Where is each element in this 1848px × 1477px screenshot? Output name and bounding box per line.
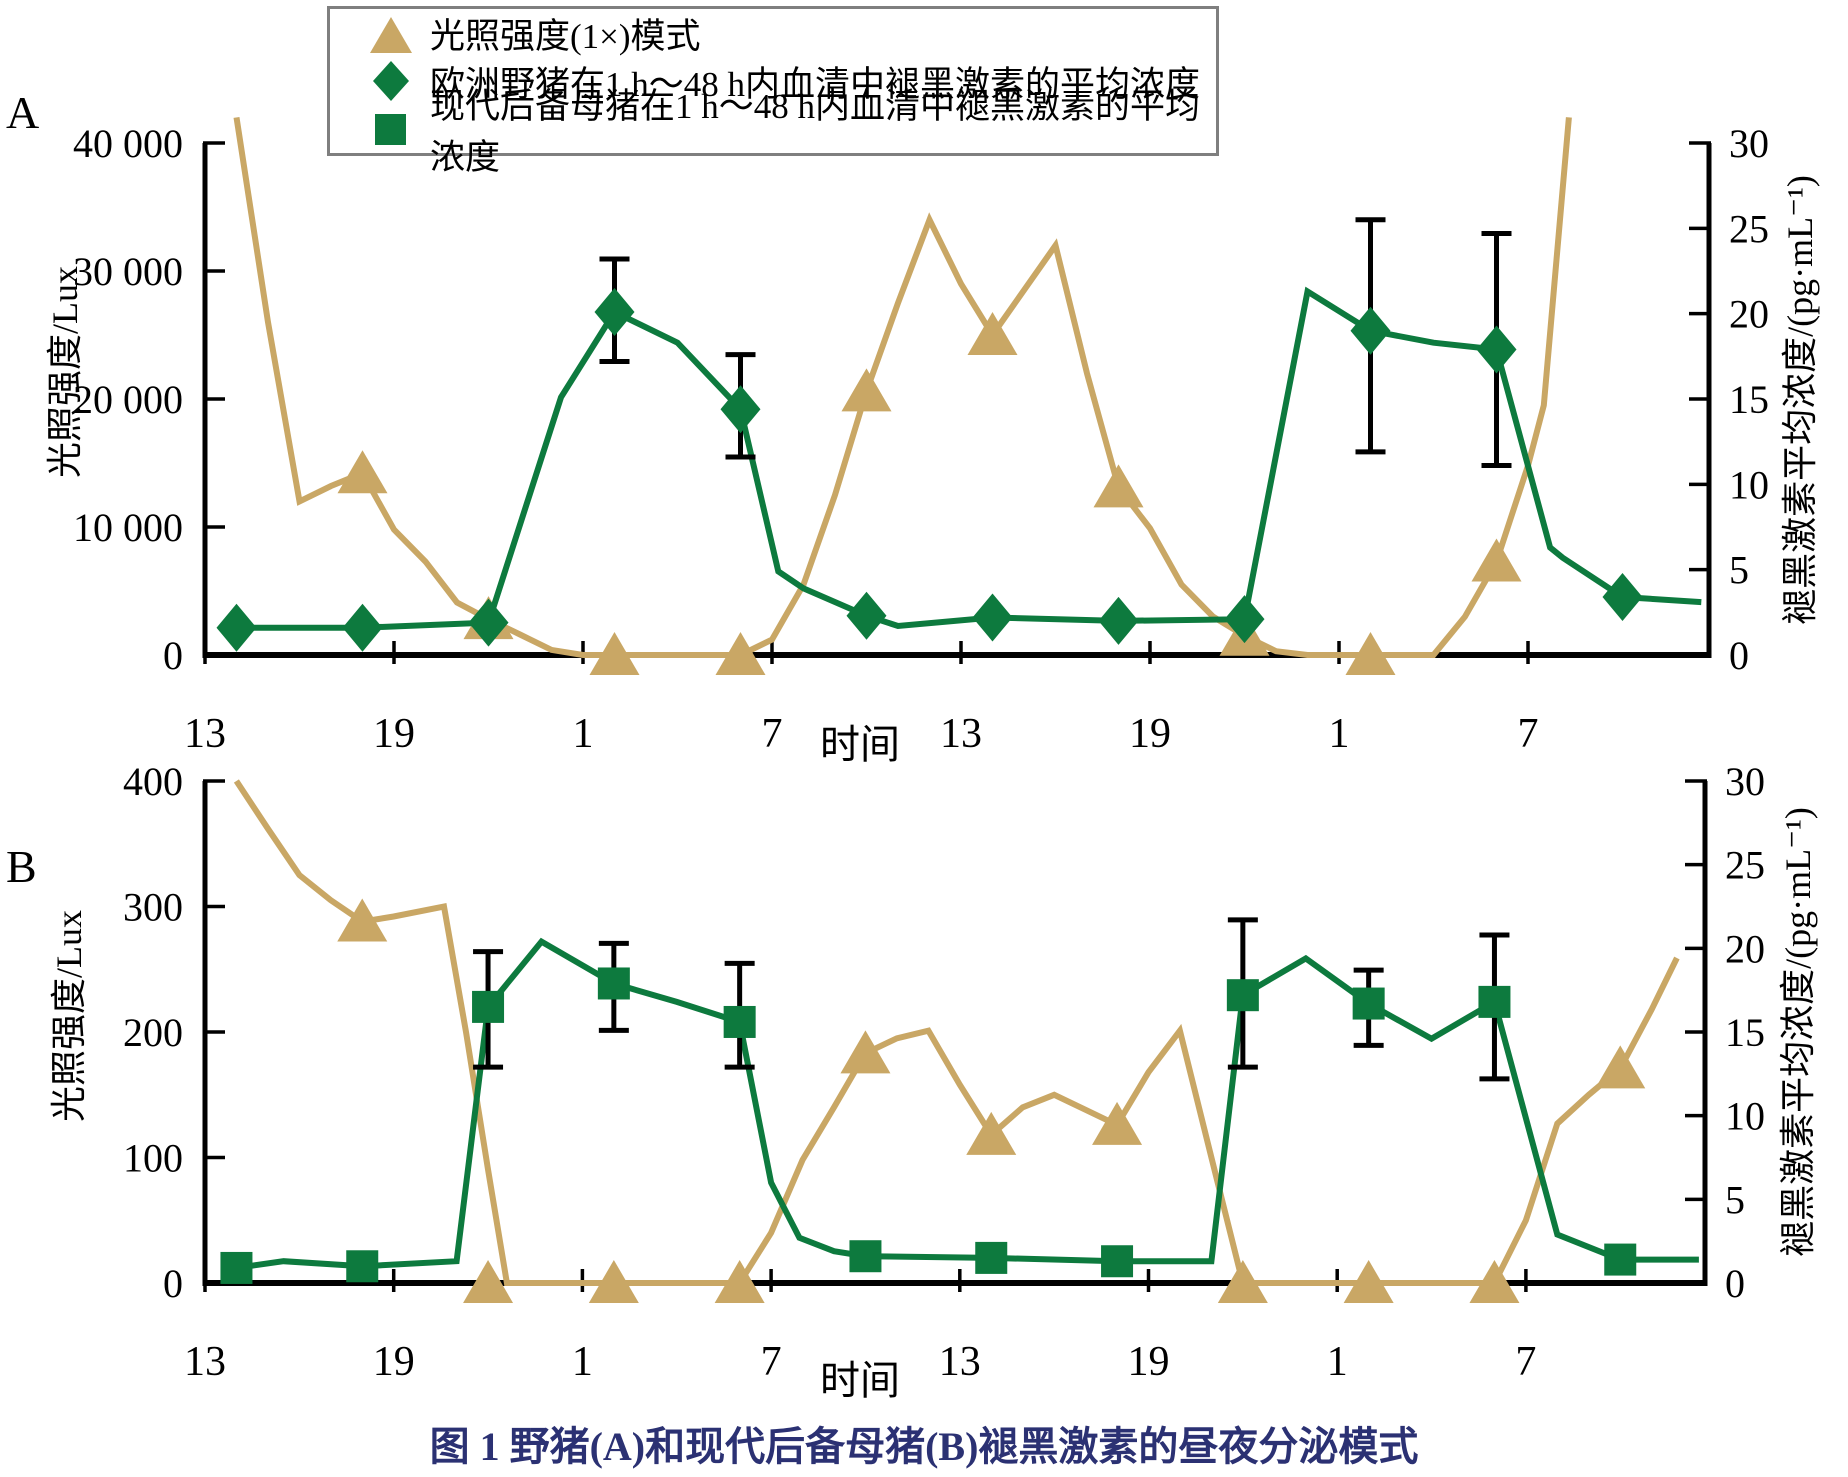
svg-text:10: 10 [1729, 462, 1769, 507]
svg-text:15: 15 [1729, 377, 1769, 422]
panel-b-yright-title: 褪黑激素平均浓度/(pg·mL⁻¹) [1778, 807, 1818, 1257]
figure-caption: 图 1 野猪(A)和现代后备母猪(B)褪黑激素的昼夜分泌模式 [429, 1424, 1419, 1469]
svg-text:1: 1 [1329, 711, 1350, 757]
legend-item-label: 欧洲野猪在1 h～48 h内血清中褪黑激素的平均浓度 [430, 64, 1201, 104]
series-square-B [220, 917, 1699, 1284]
legend-item-wild-boar: 欧洲野猪在1 h～48 h内血清中褪黑激素的平均浓度 [368, 58, 1216, 104]
svg-text:0: 0 [1729, 633, 1749, 678]
svg-text:0: 0 [163, 633, 183, 678]
svg-text:10 000: 10 000 [73, 505, 183, 550]
legend-item-modern-gilt: 现代后备母猪在1 h～48 h内血清中褪黑激素的平均浓度 [368, 87, 1216, 177]
svg-text:200: 200 [123, 1010, 183, 1055]
panel-a-label: A [6, 87, 40, 138]
svg-text:19: 19 [373, 1339, 415, 1385]
series-diamond-A [216, 217, 1702, 652]
panel-B-plot: 0 100 200 300 400 0 5 10 15 20 25 30 13 19 1 7 13 19 1 7 [123, 759, 1765, 1385]
svg-text:400: 400 [123, 759, 183, 804]
svg-text:7: 7 [762, 711, 783, 757]
svg-text:30: 30 [1725, 759, 1765, 804]
svg-text:20: 20 [1725, 926, 1765, 971]
svg-text:0: 0 [1725, 1261, 1745, 1306]
svg-text:7: 7 [1515, 1339, 1536, 1385]
series-triangle-B [233, 779, 1680, 1303]
svg-text:0: 0 [163, 1261, 183, 1306]
svg-text:100: 100 [123, 1136, 183, 1181]
svg-text:20: 20 [1729, 292, 1769, 337]
svg-text:5: 5 [1729, 548, 1749, 593]
svg-text:13: 13 [939, 1339, 981, 1385]
square-icon [375, 113, 406, 145]
svg-text:19: 19 [1128, 1339, 1170, 1385]
legend-box: 光照强度(1×)模式 欧洲野猪在1 h～48 h内血清中褪黑激素的平均浓度 现代… [327, 6, 1219, 177]
panel-a-xaxis-title: 时间 [820, 722, 900, 767]
panel-b-yleft-title: 光照强度/Lux [49, 910, 89, 1122]
svg-text:13: 13 [184, 1339, 226, 1385]
legend-item-label: 现代后备母猪在1 h～48 h内血清中褪黑激素的平均浓度 [430, 86, 1201, 177]
svg-text:300: 300 [123, 885, 183, 930]
svg-text:7: 7 [1518, 711, 1539, 757]
legend-item-label: 光照强度(1×)模式 [430, 17, 701, 56]
svg-text:7: 7 [761, 1339, 782, 1385]
svg-text:1: 1 [1327, 1339, 1348, 1385]
svg-text:13: 13 [184, 711, 226, 757]
svg-text:5: 5 [1725, 1177, 1745, 1222]
svg-text:20 000: 20 000 [73, 377, 183, 422]
triangle-icon [370, 16, 412, 53]
svg-text:19: 19 [1129, 711, 1171, 757]
svg-text:10: 10 [1725, 1094, 1765, 1139]
panel-A-plot: 0 10 000 20 000 30 000 40 000 0 5 10 15 20 25 30 13 1… [73, 116, 1769, 757]
legend-item-light: 光照强度(1×)模式 [368, 11, 1216, 57]
svg-text:15: 15 [1725, 1010, 1765, 1055]
svg-text:13: 13 [940, 711, 982, 757]
svg-text:19: 19 [373, 711, 415, 757]
panel-b-label: B [6, 841, 37, 892]
panel-b-xaxis-title: 时间 [820, 1358, 900, 1403]
svg-text:30 000: 30 000 [73, 249, 183, 294]
svg-text:1: 1 [573, 711, 594, 757]
diamond-icon [373, 61, 409, 101]
panel-a-yright-title: 褪黑激素平均浓度/(pg·mL⁻¹) [1780, 175, 1820, 625]
svg-text:25: 25 [1729, 206, 1769, 251]
panel-a-yleft-title: 光照强度/Lux [45, 266, 85, 478]
series-triangle-A [233, 116, 1572, 675]
svg-text:1: 1 [572, 1339, 593, 1385]
svg-text:40 000: 40 000 [73, 121, 183, 166]
svg-text:30: 30 [1729, 121, 1769, 166]
svg-text:25: 25 [1725, 843, 1765, 888]
